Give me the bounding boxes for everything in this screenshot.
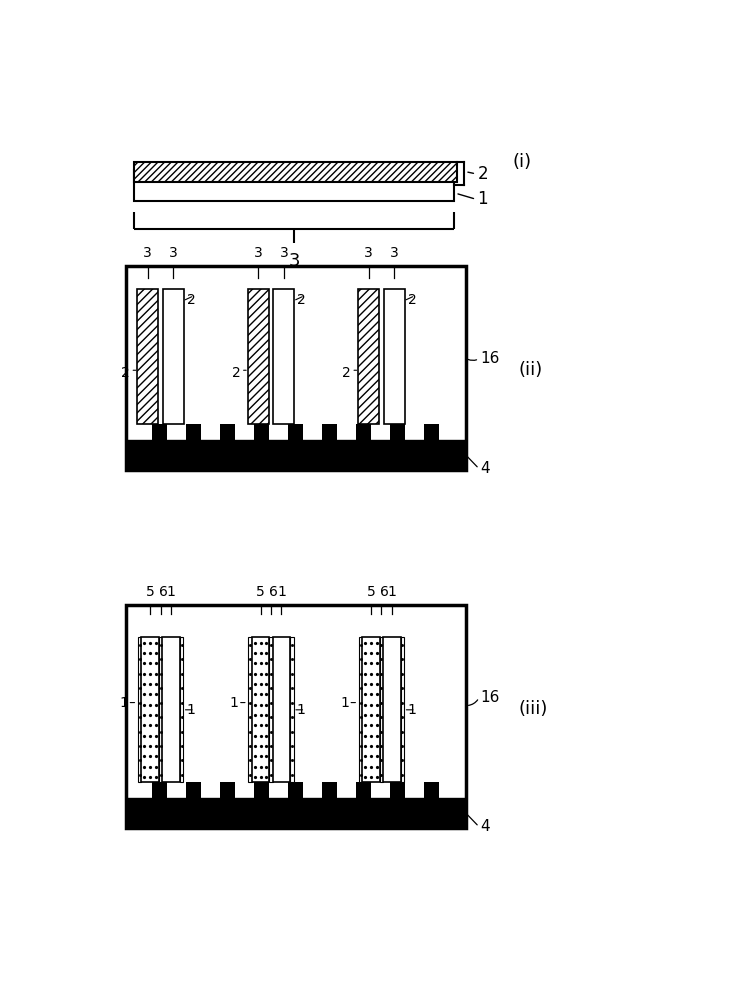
Text: 4: 4 (480, 461, 490, 476)
Bar (356, 424, 371, 440)
Bar (362, 637, 380, 782)
Bar (273, 289, 294, 424)
Text: 6: 6 (268, 735, 277, 749)
Bar (322, 782, 337, 798)
Bar (126, 440, 466, 470)
Bar (163, 289, 184, 424)
Text: 1: 1 (340, 696, 349, 710)
Text: 6: 6 (159, 585, 168, 599)
Text: 1: 1 (277, 585, 286, 599)
Bar (358, 289, 380, 424)
Text: (i): (i) (512, 153, 531, 171)
Text: 3: 3 (143, 246, 152, 260)
Bar (180, 637, 183, 782)
Bar (220, 782, 235, 798)
Text: 5: 5 (146, 585, 154, 599)
Bar (162, 637, 180, 782)
Text: 6: 6 (158, 735, 166, 749)
Text: 1: 1 (119, 696, 128, 710)
Bar (252, 637, 269, 782)
Bar (391, 424, 405, 440)
Bar (424, 782, 439, 798)
Bar (254, 424, 269, 440)
Text: 16: 16 (480, 351, 500, 366)
Bar (400, 637, 404, 782)
Bar (380, 637, 383, 782)
Text: (iii): (iii) (518, 700, 548, 718)
Bar (137, 289, 158, 424)
Bar (356, 782, 371, 798)
Text: 2: 2 (408, 293, 416, 307)
Bar (134, 170, 454, 201)
Bar (187, 424, 201, 440)
Text: 2: 2 (342, 366, 351, 380)
Bar (134, 162, 457, 182)
Text: 3: 3 (169, 246, 178, 260)
Text: 1: 1 (407, 703, 416, 717)
Text: 2: 2 (187, 293, 196, 307)
Text: 2: 2 (232, 366, 240, 380)
Text: 1: 1 (388, 585, 396, 599)
Text: 1: 1 (166, 585, 176, 599)
Bar (383, 637, 400, 782)
Text: 3: 3 (280, 246, 288, 260)
Text: 6: 6 (379, 735, 388, 749)
Text: 1: 1 (477, 190, 488, 208)
Text: 2: 2 (477, 165, 488, 183)
Text: 4: 4 (480, 819, 490, 834)
Text: 1: 1 (296, 703, 305, 717)
Text: 2: 2 (297, 293, 306, 307)
Bar (384, 289, 405, 424)
Text: 6: 6 (269, 585, 278, 599)
Bar (142, 637, 159, 782)
Bar (159, 637, 162, 782)
Text: 3: 3 (390, 246, 399, 260)
Bar (138, 637, 142, 782)
Bar (126, 798, 466, 828)
Bar (358, 637, 362, 782)
Bar (322, 424, 337, 440)
Bar (187, 782, 201, 798)
Text: 1: 1 (186, 703, 195, 717)
Text: 16: 16 (480, 690, 500, 705)
Bar (289, 782, 303, 798)
Bar (254, 782, 269, 798)
Bar (152, 782, 167, 798)
Bar (126, 605, 466, 828)
Bar (248, 637, 252, 782)
Text: (ii): (ii) (518, 361, 542, 379)
Bar (248, 289, 268, 424)
Text: 3: 3 (364, 246, 373, 260)
Text: 3: 3 (254, 246, 262, 260)
Bar (126, 266, 466, 470)
Text: 6: 6 (380, 585, 388, 599)
Bar (424, 424, 439, 440)
Text: 3: 3 (289, 252, 300, 270)
Text: 2: 2 (121, 366, 130, 380)
Bar (269, 637, 273, 782)
Bar (220, 424, 235, 440)
Bar (290, 637, 294, 782)
Bar (391, 782, 405, 798)
Text: 5: 5 (256, 585, 265, 599)
Bar (152, 424, 167, 440)
Text: 5: 5 (367, 585, 376, 599)
Bar (289, 424, 303, 440)
Bar (273, 637, 290, 782)
Text: 1: 1 (230, 696, 238, 710)
